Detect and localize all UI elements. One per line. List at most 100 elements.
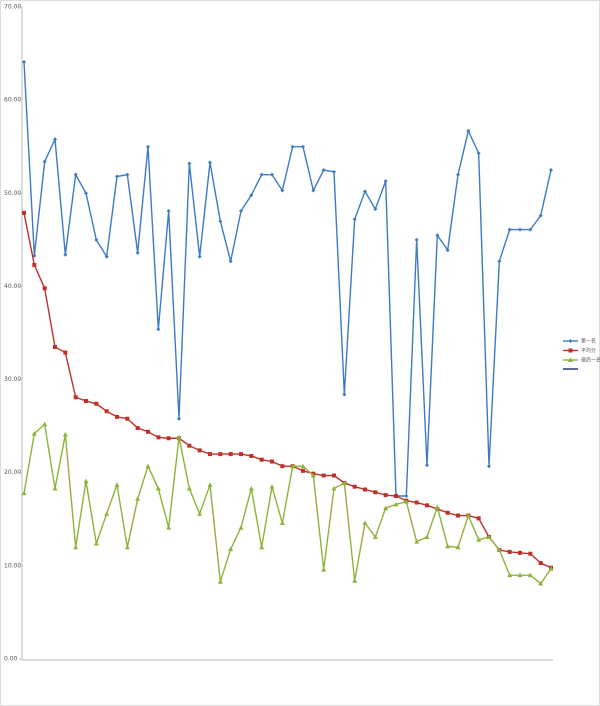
point	[403, 499, 409, 504]
point	[166, 208, 171, 213]
point	[290, 463, 296, 469]
point	[331, 486, 337, 491]
point	[383, 179, 388, 184]
point	[301, 468, 305, 473]
point	[208, 452, 212, 457]
point	[518, 550, 522, 555]
point	[352, 217, 357, 222]
point	[465, 513, 471, 518]
point	[114, 482, 120, 487]
point	[527, 572, 533, 578]
point	[53, 137, 57, 142]
point	[42, 159, 47, 164]
series-line	[23, 212, 552, 569]
point	[538, 213, 543, 218]
point	[394, 494, 398, 498]
point	[372, 534, 378, 539]
point	[362, 520, 368, 526]
point	[42, 286, 47, 291]
point	[94, 237, 99, 242]
point	[321, 168, 326, 172]
y-tick-label: 0.00	[4, 656, 18, 663]
point	[32, 263, 37, 268]
point	[290, 144, 295, 149]
point	[155, 486, 161, 491]
point	[62, 432, 68, 437]
point	[197, 254, 202, 259]
point	[42, 421, 48, 427]
point	[73, 172, 78, 177]
y-tick-label: 70.00	[4, 4, 21, 11]
y-tick-label: 10.00	[4, 562, 21, 569]
point	[270, 459, 274, 464]
point	[517, 572, 523, 578]
y-tick-label: 60.00	[4, 97, 21, 104]
point	[84, 191, 88, 196]
point	[248, 486, 254, 491]
point	[104, 511, 110, 516]
point	[383, 493, 388, 498]
point	[352, 484, 357, 489]
point	[487, 464, 491, 469]
point	[476, 516, 481, 521]
point	[249, 193, 254, 198]
point	[342, 392, 347, 397]
point	[476, 537, 482, 542]
point	[549, 168, 553, 172]
y-tick-label: 40.00	[4, 283, 21, 290]
point	[528, 227, 533, 232]
point	[166, 436, 171, 441]
point	[259, 172, 264, 177]
point	[218, 219, 223, 224]
point	[94, 401, 99, 406]
point	[538, 561, 543, 566]
point	[321, 567, 327, 572]
point	[177, 416, 181, 421]
point	[445, 248, 450, 253]
point	[187, 443, 192, 448]
point	[135, 426, 140, 431]
point	[301, 144, 305, 149]
point	[486, 534, 492, 539]
point	[115, 174, 119, 179]
point	[63, 252, 68, 257]
point	[176, 434, 182, 440]
point	[52, 486, 58, 491]
point	[238, 525, 244, 530]
point	[166, 525, 172, 530]
point	[300, 463, 306, 469]
point	[434, 504, 440, 510]
point	[393, 501, 399, 507]
point	[321, 473, 326, 478]
point	[518, 227, 522, 232]
point	[239, 452, 243, 457]
point	[466, 128, 471, 133]
point	[104, 254, 109, 259]
point	[383, 505, 389, 511]
series-line	[23, 61, 552, 497]
point	[538, 581, 544, 586]
point	[425, 463, 429, 468]
point	[21, 490, 27, 496]
point	[22, 59, 26, 64]
point	[218, 452, 223, 457]
point	[156, 327, 161, 332]
point	[568, 357, 573, 362]
point	[341, 480, 347, 485]
point	[187, 161, 192, 166]
point	[568, 348, 573, 353]
y-tick-label: 30.00	[4, 376, 21, 383]
point	[208, 160, 212, 165]
point	[239, 208, 243, 213]
point	[63, 350, 68, 355]
point	[332, 169, 336, 174]
legend-label: 最后一名	[581, 357, 600, 364]
legend-label: 第一名	[581, 338, 596, 345]
point	[197, 448, 202, 453]
point	[83, 478, 89, 484]
point	[197, 511, 203, 516]
point	[280, 188, 285, 193]
series-line	[23, 422, 552, 585]
